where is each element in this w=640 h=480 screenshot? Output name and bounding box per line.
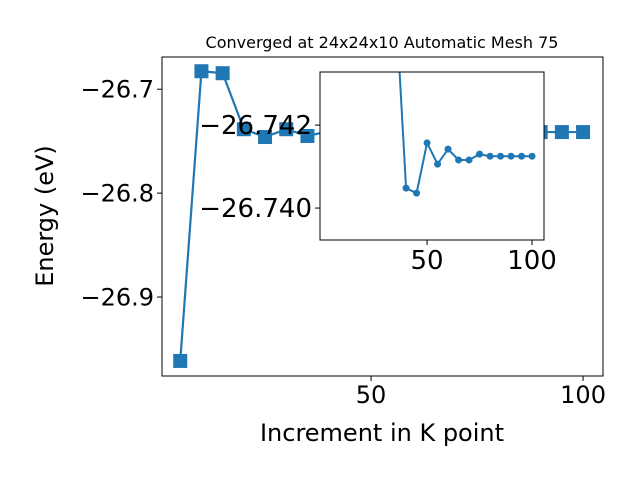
data-point (194, 64, 209, 79)
x-tick-label: 100 (560, 381, 606, 409)
y-tick-label: −26.740 (199, 194, 312, 224)
y-axis-label: Energy (eV) (31, 145, 59, 287)
data-point (497, 152, 505, 160)
x-tick-label: 50 (356, 381, 387, 409)
y-tick-label: −26.9 (80, 283, 154, 311)
data-point (576, 125, 591, 140)
data-point (507, 152, 515, 160)
data-point (258, 130, 273, 145)
data-point (476, 150, 484, 158)
y-tick-label: −26.8 (80, 180, 154, 208)
x-axis-label: Increment in K point (260, 419, 504, 447)
data-point (413, 189, 421, 197)
data-point (518, 152, 526, 160)
data-point (279, 122, 294, 137)
x-tick-label: 50 (411, 246, 444, 276)
data-point (423, 139, 431, 147)
data-point (392, 0, 399, 4)
data-point (215, 66, 230, 81)
plot-area (392, 0, 536, 197)
chart-title: Converged at 24x24x10 Automatic Mesh 75 (206, 33, 559, 52)
data-point (434, 160, 442, 168)
data-point (554, 125, 569, 140)
axes-frame (319, 71, 545, 241)
y-tick-label: −26.7 (80, 76, 154, 104)
data-point (465, 156, 473, 164)
data-point (236, 122, 251, 137)
data-point (444, 145, 452, 153)
data-point (173, 353, 188, 368)
data-point (528, 152, 536, 160)
data-point (300, 128, 315, 143)
y-tick-label: −26.742 (199, 111, 312, 141)
x-tick-label: 100 (507, 246, 557, 276)
data-point (455, 156, 463, 164)
axes-frame (161, 56, 604, 377)
data-point (402, 184, 410, 192)
data-point (486, 152, 494, 160)
